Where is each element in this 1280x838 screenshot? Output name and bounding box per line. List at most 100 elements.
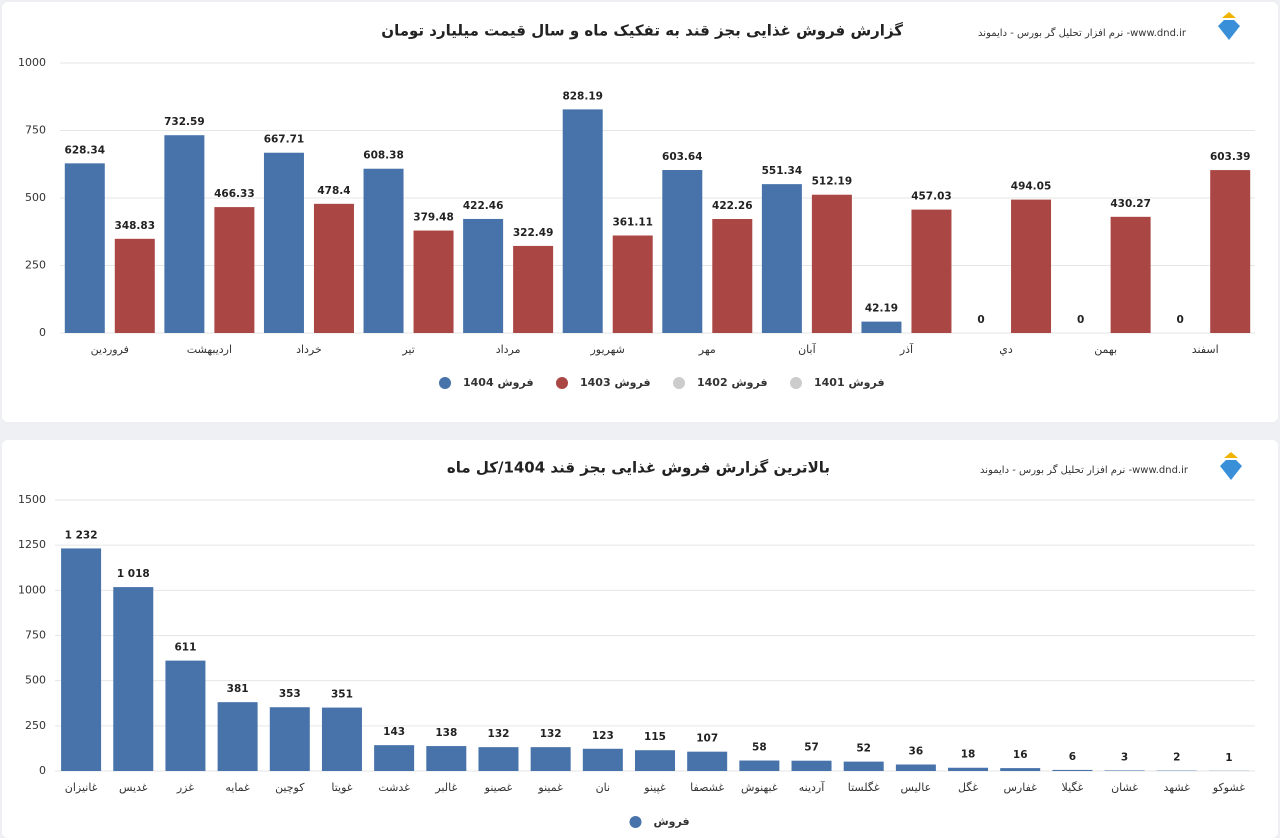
x-tick-label: غمینو (537, 781, 563, 794)
value-label: 123 (592, 730, 614, 742)
legend-label[interactable]: فروش 1401 (814, 376, 885, 389)
bar (761, 184, 802, 333)
bar (635, 750, 675, 771)
x-tick-label: غشوکو (1212, 781, 1245, 794)
x-tick-label: شهریور (589, 343, 624, 356)
value-label: 143 (383, 726, 405, 738)
legend-marker[interactable] (439, 377, 451, 389)
value-label: 42.19 (865, 303, 898, 315)
x-tick-label: اسفند (1192, 343, 1219, 356)
value-label: 115 (644, 731, 666, 743)
x-tick-label: غمایه (225, 781, 250, 794)
bar (948, 767, 989, 771)
value-label: 628.34 (65, 144, 106, 156)
legend-marker[interactable] (673, 377, 685, 389)
x-tick-label: غگل (958, 781, 978, 794)
chart-title: بالاترین گزارش فروش غذایی بجز قند 1404/ک… (447, 459, 830, 477)
y-tick-label: 0 (39, 326, 46, 339)
value-label: 132 (488, 728, 510, 740)
x-tick-label: غشان (1111, 781, 1138, 794)
bar (113, 587, 154, 771)
x-tick-label: غشصفا (690, 781, 724, 794)
value-label: 430.27 (1110, 198, 1151, 210)
value-label: 551.34 (762, 165, 803, 177)
value-label: 1 (1225, 752, 1232, 764)
x-tick-label: غبهنوش (741, 781, 778, 794)
value-label: 478.4 (317, 185, 350, 197)
bar (861, 321, 902, 333)
legend-label[interactable]: فروش 1404 (463, 376, 534, 389)
y-tick-label: 500 (25, 191, 46, 204)
x-tick-label: غزر (176, 781, 194, 794)
x-tick-label: دي (999, 343, 1013, 356)
value-label: 608.38 (363, 150, 404, 162)
chart-title: گزارش فروش غذایی بجز قند به تفکیک ماه و … (381, 22, 903, 40)
bar (612, 235, 653, 333)
x-tick-label: غدشت (378, 781, 410, 794)
y-tick-label: 0 (39, 764, 46, 777)
logo (1218, 12, 1240, 40)
bar (313, 203, 354, 333)
bar (165, 660, 206, 771)
x-tick-label: فروردین (91, 343, 129, 356)
x-tick-label: اردیبهشت (187, 343, 232, 356)
value-label: 1 232 (65, 529, 98, 541)
x-tick-label: کوچین (275, 781, 305, 794)
value-label: 132 (540, 728, 562, 740)
value-label: 58 (752, 742, 767, 754)
x-tick-label: تیر (401, 343, 414, 356)
value-label: 52 (856, 743, 871, 755)
bar (712, 218, 753, 333)
y-tick-label: 1250 (18, 538, 46, 551)
value-label: 6 (1069, 751, 1076, 763)
x-tick-label: غپینو (643, 781, 666, 794)
bar (1104, 770, 1145, 771)
bar (64, 163, 105, 333)
y-tick-label: 750 (25, 629, 46, 642)
value-label: 512.19 (812, 176, 853, 188)
legend-label[interactable]: فروش 1403 (580, 376, 651, 389)
value-label: 361.11 (612, 217, 653, 229)
value-label: 348.83 (115, 220, 156, 232)
x-tick-label: مرداد (496, 343, 521, 356)
y-tick-label: 250 (25, 259, 46, 272)
bar (374, 745, 415, 771)
bar (214, 207, 255, 333)
legend-label[interactable]: فروش 1402 (697, 376, 768, 389)
bar (513, 245, 554, 333)
value-label: 138 (435, 727, 457, 739)
bar (363, 168, 404, 333)
x-tick-label: آردینه (799, 780, 825, 794)
x-tick-label: خرداد (296, 343, 322, 356)
legend-label[interactable]: فروش (654, 815, 690, 828)
value-label: 611 (174, 642, 196, 654)
bar (1210, 170, 1251, 333)
x-tick-label: غالبر (434, 781, 457, 794)
legend-marker[interactable] (790, 377, 802, 389)
legend-marker[interactable] (629, 816, 642, 828)
x-tick-label: غگلستا (848, 781, 880, 794)
bar (1000, 768, 1041, 771)
value-label: 732.59 (164, 116, 205, 128)
y-tick-label: 750 (25, 124, 46, 137)
bar (562, 109, 603, 333)
bar (843, 761, 884, 771)
value-label: 381 (227, 683, 249, 695)
bar (791, 760, 832, 771)
bar (463, 218, 504, 333)
x-tick-label: مهر (698, 343, 716, 356)
y-tick-label: 1000 (18, 56, 46, 69)
bar (269, 707, 310, 771)
value-label: 0 (977, 314, 984, 326)
source: نرم افزار تحلیل گر بورس - دایموند -www.d… (978, 27, 1187, 39)
bar (1052, 769, 1093, 771)
value-label: 18 (961, 749, 976, 761)
x-tick-label: آبان (798, 342, 816, 356)
legend-marker[interactable] (556, 377, 568, 389)
value-label: 353 (279, 688, 301, 700)
y-tick-label: 500 (25, 674, 46, 687)
x-tick-label: آذر (899, 342, 914, 356)
x-tick-label: نان (596, 781, 611, 794)
source: نرم افزار تحلیل گر بورس - دایموند -www.d… (980, 464, 1189, 476)
